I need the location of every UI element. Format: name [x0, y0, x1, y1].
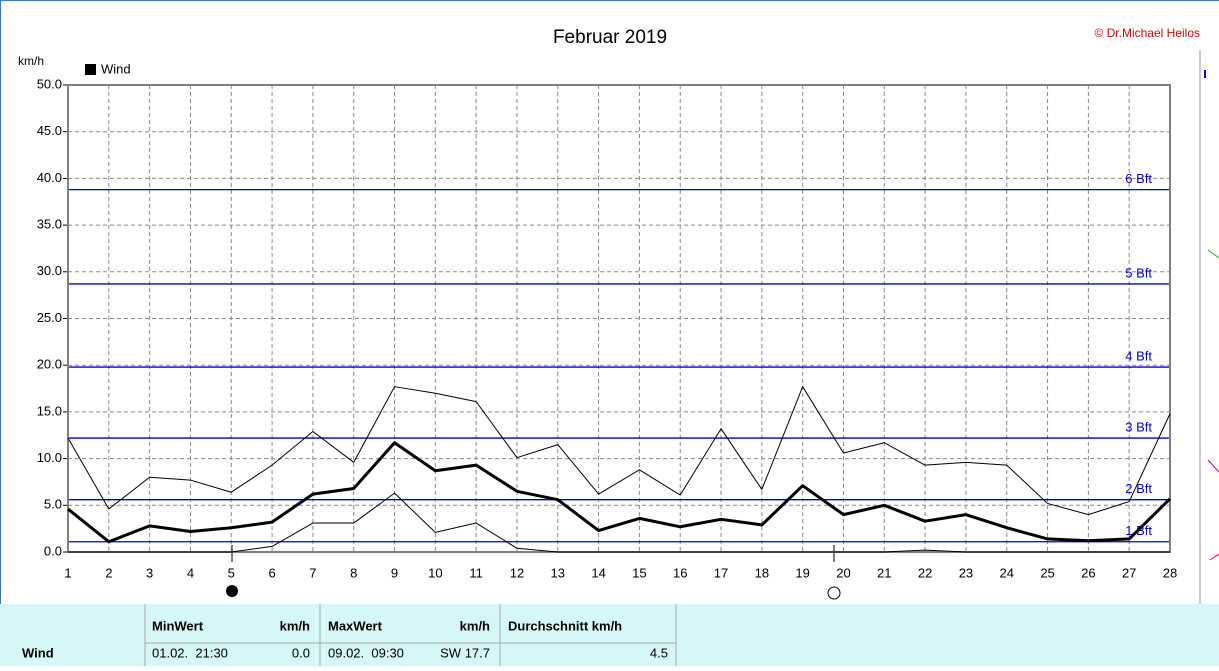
- y-tick-label: 15.0: [37, 403, 62, 418]
- x-tick-label: 11: [469, 565, 483, 580]
- y-tick-label: 25.0: [37, 310, 62, 325]
- x-tick-label: 24: [1000, 565, 1014, 580]
- new-moon: [226, 585, 238, 597]
- x-tick-label: 19: [795, 565, 809, 580]
- chart-title: Februar 2019: [553, 27, 667, 48]
- table-background: [0, 604, 1219, 666]
- header: MaxWert: [328, 618, 383, 633]
- x-tick-label: 9: [391, 565, 398, 580]
- series-line: [67, 386, 1171, 516]
- y-tick-label: 50.0: [37, 76, 62, 91]
- cell: SW 17.7: [440, 645, 490, 660]
- x-tick-label: 16: [673, 565, 687, 580]
- y-tick-label: 10.0: [37, 450, 62, 465]
- series-line: [68, 492, 1170, 553]
- x-tick-label: 12: [510, 565, 524, 580]
- x-tick-label: 5: [228, 565, 235, 580]
- side-mark: [1207, 249, 1219, 259]
- row-label: Wind: [22, 645, 54, 660]
- y-tick-label: 30.0: [37, 263, 62, 278]
- cell: 0.0: [292, 645, 310, 660]
- x-tick-label: 6: [268, 565, 275, 580]
- y-tick-label: 35.0: [37, 217, 62, 232]
- x-tick-label: 7: [309, 565, 316, 580]
- y-tick-label: 5.0: [44, 497, 62, 512]
- legend-label: Wind: [101, 61, 131, 76]
- x-tick-label: 20: [836, 565, 850, 580]
- cell: 4.5: [650, 645, 668, 660]
- cell: 09.02. 09:30: [328, 645, 404, 660]
- y-tick-label: 45.0: [37, 123, 62, 138]
- full-moon: [827, 586, 841, 600]
- cell: 01.02. 21:30: [152, 645, 228, 660]
- series-line: [67, 441, 1172, 544]
- x-tick-label: 15: [632, 565, 646, 580]
- side-mark: [1207, 459, 1219, 473]
- header: km/h: [460, 618, 490, 633]
- header: Durchschnitt km/h: [508, 618, 622, 633]
- x-tick-label: 27: [1122, 565, 1136, 580]
- x-tick-label: 18: [755, 565, 769, 580]
- beaufort-label: 5 Bft: [1125, 265, 1152, 280]
- beaufort-label: 6 Bft: [1125, 171, 1152, 186]
- x-tick-label: 28: [1163, 565, 1177, 580]
- credit: © Dr.Michael Heilos: [1094, 26, 1200, 40]
- x-tick-label: 10: [428, 565, 442, 580]
- beaufort-label: 3 Bft: [1125, 419, 1152, 434]
- header: MinWert: [152, 618, 204, 633]
- x-tick-label: 8: [350, 565, 357, 580]
- beaufort-label: 2 Bft: [1125, 481, 1152, 496]
- x-tick-label: 17: [714, 565, 728, 580]
- header: km/h: [280, 618, 310, 633]
- x-tick-label: 4: [187, 565, 194, 580]
- beaufort-label: 4 Bft: [1125, 349, 1152, 364]
- x-tick-label: 2: [105, 565, 112, 580]
- x-tick-label: 21: [877, 565, 891, 580]
- x-tick-label: 13: [551, 565, 565, 580]
- x-tick-label: 23: [959, 565, 973, 580]
- x-tick-label: 26: [1081, 565, 1095, 580]
- x-tick-label: 22: [918, 565, 932, 580]
- y-tick-label: 0.0: [44, 543, 62, 558]
- x-tick-label: 25: [1040, 565, 1054, 580]
- legend-swatch: [85, 64, 96, 75]
- x-tick-label: 3: [146, 565, 153, 580]
- x-tick-label: 1: [64, 565, 71, 580]
- y-axis-label: km/h: [18, 54, 44, 68]
- y-tick-label: 40.0: [37, 170, 62, 185]
- side-mark: [1209, 553, 1219, 561]
- x-tick-label: 14: [591, 565, 605, 580]
- y-tick-label: 20.0: [37, 357, 62, 372]
